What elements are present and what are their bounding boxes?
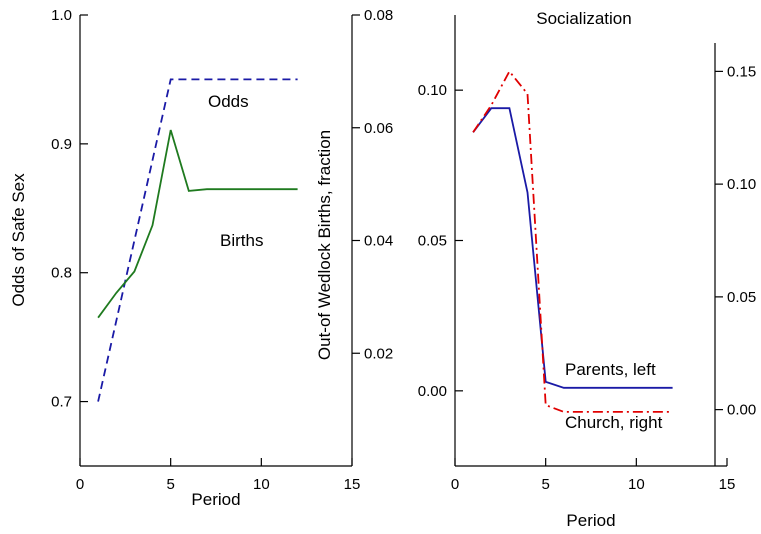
left-panel-x-tick-label: 10 <box>253 476 270 493</box>
left-panel-right-y-axis-label: Out-of Wedlock Births, fraction <box>315 130 334 360</box>
right-panel-title: Socialization <box>536 9 631 28</box>
left-panel-left-y-tick-label: 0.8 <box>51 265 72 282</box>
left-panel-x-tick-label: 0 <box>76 476 84 493</box>
right-panel-x-axis-label: Period <box>566 511 615 530</box>
right-panel-left-y-tick-label: 0.00 <box>418 383 447 400</box>
right-panel-right-y-tick-label: 0.15 <box>727 63 756 80</box>
left-panel-x-tick-label: 5 <box>166 476 174 493</box>
church-right-series-line <box>472 69 673 413</box>
left-panel-x-tick-label: 15 <box>344 476 361 493</box>
parents-left-series-line <box>472 107 673 389</box>
parents-series-label: Parents, left <box>565 360 656 379</box>
births-series-label: Births <box>220 231 263 250</box>
right-panel-right-y-tick-label: 0.05 <box>727 289 756 306</box>
odds-series-label: Odds <box>208 92 249 111</box>
left-panel-left-y-tick-label: 1.0 <box>51 7 72 24</box>
church-series-label: Church, right <box>565 413 663 432</box>
right-panel-left-y-tick-label: 0.05 <box>418 233 447 250</box>
right-panel-right-y-tick-label: 0.10 <box>727 176 756 193</box>
left-panel-left-y-tick-label: 0.7 <box>51 394 72 411</box>
right-panel-left-y-tick-label: 0.10 <box>418 82 447 99</box>
right-panel-x-tick-label: 5 <box>541 476 549 493</box>
right-panel-x-tick-label: 0 <box>451 476 459 493</box>
left-panel-right-y-tick-label: 0.04 <box>364 233 393 250</box>
left-panel-left-y-tick-label: 0.9 <box>51 136 72 153</box>
right-panel-right-y-tick-label: 0.00 <box>727 402 756 419</box>
right-panel: 0 5 10 15 0.00 0.05 0.10 0.00 0.05 0.10 0.15 Socia… <box>418 9 756 530</box>
left-panel: 0 5 10 15 0.7 0.8 0.9 1.0 0.02 0.04 0.06 0.08 Perio… <box>9 7 393 509</box>
left-panel-left-y-axis-label: Odds of Safe Sex <box>9 173 28 307</box>
births-series-line <box>97 129 298 319</box>
left-panel-right-y-tick-label: 0.06 <box>364 120 393 137</box>
left-panel-right-y-tick-label: 0.08 <box>364 7 393 24</box>
odds-series-line <box>97 78 298 402</box>
right-panel-x-tick-label: 15 <box>719 476 736 493</box>
left-panel-right-y-tick-label: 0.02 <box>364 345 393 362</box>
left-panel-x-axis-label: Period <box>191 490 240 509</box>
right-panel-x-tick-label: 10 <box>628 476 645 493</box>
